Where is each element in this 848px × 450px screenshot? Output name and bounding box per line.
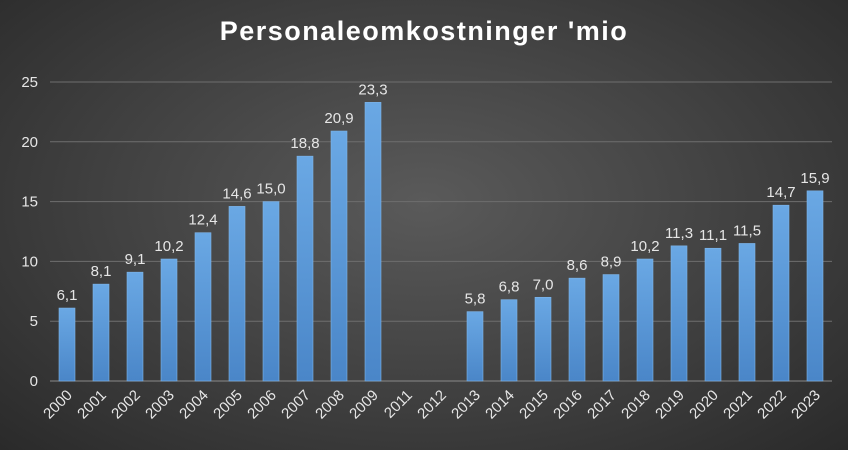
bar (738, 243, 756, 382)
bar (58, 307, 76, 382)
x-tick-label: 2012 (414, 387, 450, 423)
data-label: 11,3 (665, 225, 693, 242)
x-tick-label: 2006 (244, 387, 280, 423)
y-tick-label: 5 (30, 313, 38, 330)
bar (160, 258, 178, 382)
bar (364, 102, 382, 382)
bar (806, 190, 824, 382)
x-tick-label: 2004 (176, 387, 212, 423)
y-tick-label: 25 (21, 74, 38, 91)
bar (670, 245, 688, 382)
bar (262, 201, 280, 382)
y-tick-label: 15 (21, 194, 38, 211)
data-label: 8,1 (91, 263, 112, 280)
data-label: 8,9 (601, 254, 622, 271)
bar (534, 296, 552, 382)
data-label: 6,1 (57, 287, 78, 304)
data-label: 12,4 (188, 212, 217, 229)
bar (602, 274, 620, 382)
data-label: 11,5 (733, 222, 761, 239)
bar (704, 247, 722, 382)
data-label: 15,0 (256, 181, 285, 198)
x-tick-label: 2017 (584, 387, 620, 423)
data-label: 10,2 (630, 238, 659, 255)
bar (636, 258, 654, 382)
bar (772, 204, 790, 382)
data-label: 23,3 (358, 81, 387, 98)
x-tick-label: 2020 (686, 387, 722, 423)
x-tick-label: 2011 (381, 387, 416, 422)
bar (194, 232, 212, 382)
x-tick-label: 2014 (482, 387, 518, 423)
data-label: 5,8 (465, 291, 486, 308)
bar (92, 283, 110, 382)
x-tick-label: 2021 (720, 387, 756, 423)
data-label: 7,0 (533, 276, 554, 293)
data-label: 15,9 (800, 170, 829, 187)
x-tick-label: 2009 (346, 387, 382, 423)
data-label: 11,1 (699, 227, 727, 244)
bar (228, 206, 246, 382)
x-tick-label: 2019 (652, 387, 688, 423)
x-tick-label: 2005 (210, 387, 246, 423)
bar (296, 155, 314, 382)
data-label: 14,7 (766, 184, 795, 201)
y-tick-label: 10 (21, 253, 38, 270)
data-label: 14,6 (222, 185, 251, 202)
x-tick-label: 2001 (74, 387, 110, 423)
bar (568, 277, 586, 382)
data-label: 6,8 (499, 279, 520, 296)
x-tick-label: 2022 (754, 387, 790, 423)
x-tick-label: 2008 (312, 387, 348, 423)
y-tick-label: 20 (21, 134, 38, 151)
bar (126, 271, 144, 382)
x-tick-label: 2018 (618, 387, 654, 423)
x-tick-label: 2003 (142, 387, 178, 423)
bar (500, 299, 518, 382)
x-tick-label: 2013 (448, 387, 484, 423)
data-label: 18,8 (290, 135, 319, 152)
data-label: 20,9 (324, 110, 353, 127)
x-tick-label: 2016 (550, 387, 586, 423)
x-tick-label: 2002 (108, 387, 144, 423)
x-tick-label: 2000 (40, 387, 76, 423)
data-label: 8,6 (567, 257, 588, 274)
data-label: 9,1 (125, 251, 146, 268)
y-tick-label: 0 (30, 373, 38, 390)
bar (330, 130, 348, 382)
x-tick-label: 2007 (278, 387, 314, 423)
x-tick-label: 2023 (788, 387, 824, 423)
chart-title: Personaleomkostninger 'mio (219, 16, 629, 46)
data-label: 10,2 (154, 238, 183, 255)
bar (466, 311, 484, 382)
x-tick-label: 2015 (516, 387, 552, 423)
